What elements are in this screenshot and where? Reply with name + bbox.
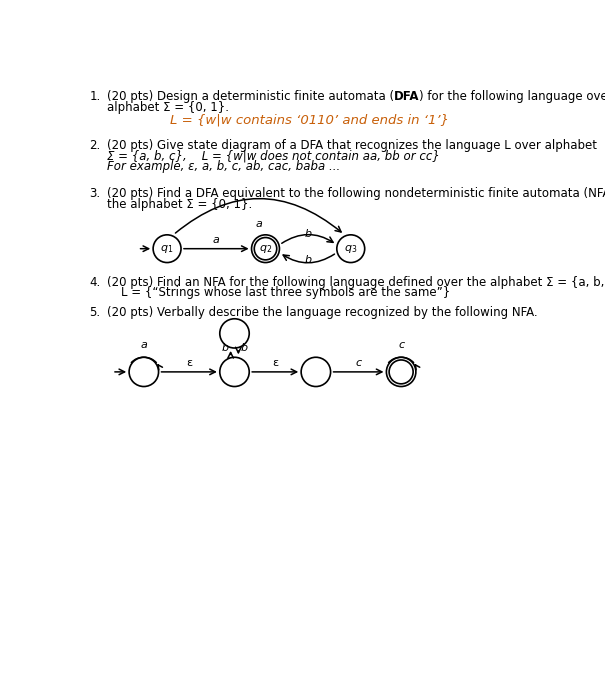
Text: b: b — [304, 255, 312, 265]
Text: (20 pts) Find an NFA for the following language defined over the alphabet Σ = {a: (20 pts) Find an NFA for the following l… — [106, 275, 605, 288]
Text: $q_3$: $q_3$ — [344, 243, 358, 255]
Text: (20 pts) Verbally describe the language recognized by the following NFA.: (20 pts) Verbally describe the language … — [106, 306, 537, 319]
Text: 5.: 5. — [90, 306, 100, 319]
Text: (20 pts) Design a deterministic finite automata (: (20 pts) Design a deterministic finite a… — [106, 90, 394, 103]
Text: $q_2$: $q_2$ — [259, 243, 272, 255]
Text: 1.: 1. — [90, 90, 101, 103]
Text: b: b — [240, 343, 247, 353]
Text: 3.: 3. — [90, 187, 100, 200]
Text: b: b — [221, 343, 229, 353]
Text: For example, ε, a, b, c, ab, cac, baba ...: For example, ε, a, b, c, ab, cac, baba .… — [106, 160, 340, 173]
Text: a: a — [213, 235, 220, 245]
Text: (20 pts) Find a DFA equivalent to the following nondeterministic finite automata: (20 pts) Find a DFA equivalent to the fo… — [106, 187, 605, 200]
Text: (20 pts) Give state diagram of a DFA that recognizes the language L over alphabe: (20 pts) Give state diagram of a DFA tha… — [106, 139, 597, 152]
Text: ε: ε — [186, 358, 192, 368]
Text: b: b — [304, 228, 312, 239]
Text: L = {“Strings whose last three symbols are the same”}: L = {“Strings whose last three symbols a… — [120, 286, 450, 299]
Text: 4.: 4. — [90, 275, 101, 288]
Text: c: c — [398, 339, 404, 350]
Text: ε: ε — [272, 358, 278, 368]
Text: Σ = {a, b, c},    L = {w|w does not contain aa, bb or cc}: Σ = {a, b, c}, L = {w|w does not contain… — [106, 150, 439, 163]
Text: L = {w|w contains ‘0110’ and ends in ‘1’}: L = {w|w contains ‘0110’ and ends in ‘1’… — [170, 114, 449, 126]
Text: c: c — [356, 358, 362, 368]
Text: $q_1$: $q_1$ — [160, 243, 174, 255]
Text: alphabet Σ = {0, 1}.: alphabet Σ = {0, 1}. — [106, 101, 229, 114]
Text: ) for the following language over the: ) for the following language over the — [419, 90, 605, 103]
Text: a: a — [255, 219, 263, 228]
Text: DFA: DFA — [394, 90, 419, 103]
Text: the alphabet Σ = {0, 1}.: the alphabet Σ = {0, 1}. — [106, 198, 252, 211]
Text: a: a — [140, 339, 147, 350]
Text: 2.: 2. — [90, 139, 101, 152]
